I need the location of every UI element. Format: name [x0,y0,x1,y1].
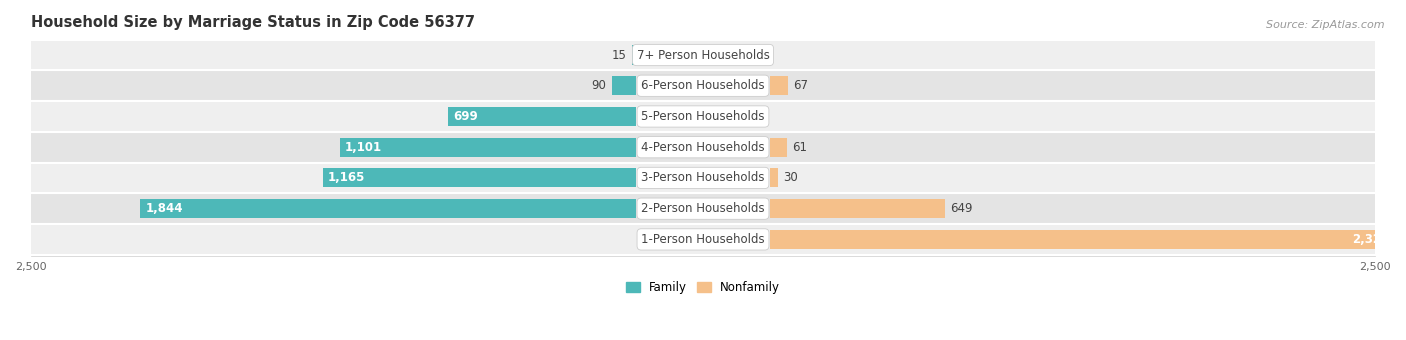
Bar [31,224,1375,255]
Text: 699: 699 [453,110,478,123]
Bar [449,107,636,126]
Text: 4-Person Households: 4-Person Households [641,141,765,154]
Text: 90: 90 [592,79,606,92]
Text: 30: 30 [783,171,799,184]
Legend: Family, Nonfamily: Family, Nonfamily [621,276,785,299]
Bar [31,193,1375,224]
Bar [31,70,1375,101]
Bar [770,230,1395,249]
Text: 7+ Person Households: 7+ Person Households [637,49,769,62]
Bar [770,76,789,95]
Text: Source: ZipAtlas.com: Source: ZipAtlas.com [1267,20,1385,30]
Text: 6-Person Households: 6-Person Households [641,79,765,92]
Text: 1,101: 1,101 [344,141,382,154]
Bar [31,132,1375,163]
Text: Household Size by Marriage Status in Zip Code 56377: Household Size by Marriage Status in Zip… [31,15,475,30]
Bar [31,163,1375,193]
Text: 1-Person Households: 1-Person Households [641,233,765,246]
Bar [631,46,636,65]
Text: 2-Person Households: 2-Person Households [641,202,765,215]
Text: 649: 649 [950,202,973,215]
Bar [31,101,1375,132]
Bar [770,138,786,157]
Bar [770,168,779,187]
Text: 61: 61 [792,141,807,154]
Text: 5-Person Households: 5-Person Households [641,110,765,123]
Bar [31,40,1375,70]
Text: 1,165: 1,165 [328,171,366,184]
Bar [770,199,945,218]
Bar [322,168,636,187]
Text: 2,323: 2,323 [1353,233,1389,246]
Text: 1,844: 1,844 [145,202,183,215]
Bar [141,199,636,218]
Bar [612,76,636,95]
Text: 67: 67 [793,79,808,92]
Bar [340,138,636,157]
Text: 15: 15 [612,49,626,62]
Text: 3-Person Households: 3-Person Households [641,171,765,184]
